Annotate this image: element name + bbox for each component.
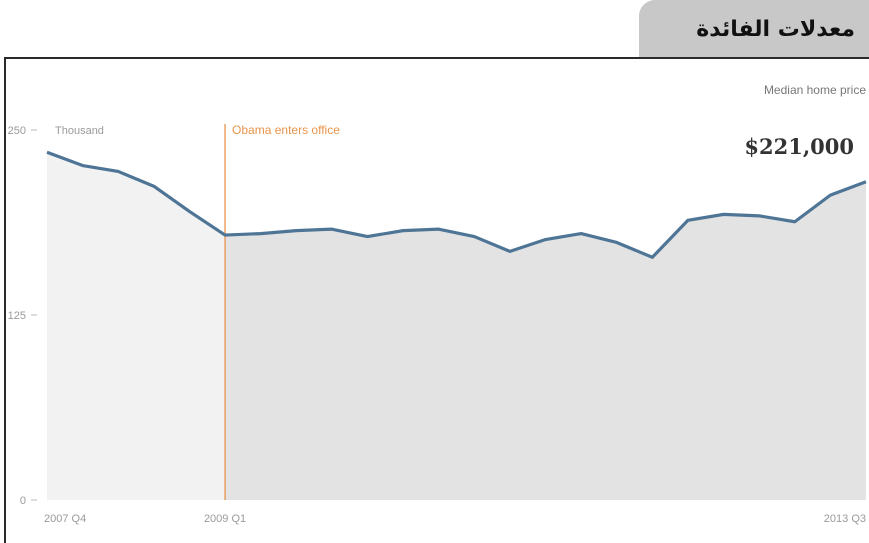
annotation-label: Obama enters office: [232, 123, 340, 137]
x-tick-label: 2013 Q3: [824, 513, 866, 525]
y-tick-label: 250: [8, 125, 26, 137]
y-unit-label: Thousand: [55, 125, 104, 137]
x-tick-label: 2007 Q4: [44, 513, 86, 525]
area-after-annotation: [225, 181, 867, 501]
callout-value: $221,000: [744, 134, 854, 159]
y-tick-label: 125: [8, 310, 26, 322]
area-before-annotation: [47, 152, 226, 500]
callout-label: Median home price: [764, 83, 866, 97]
y-tick-label: 0: [20, 495, 26, 507]
x-tick-label: 2009 Q1: [204, 513, 246, 525]
chart-frame: [4, 57, 869, 543]
series-line: [46, 150, 867, 259]
chart-title-tab: معدلات الفائدة: [639, 0, 869, 58]
chart-title: معدلات الفائدة: [696, 16, 855, 42]
